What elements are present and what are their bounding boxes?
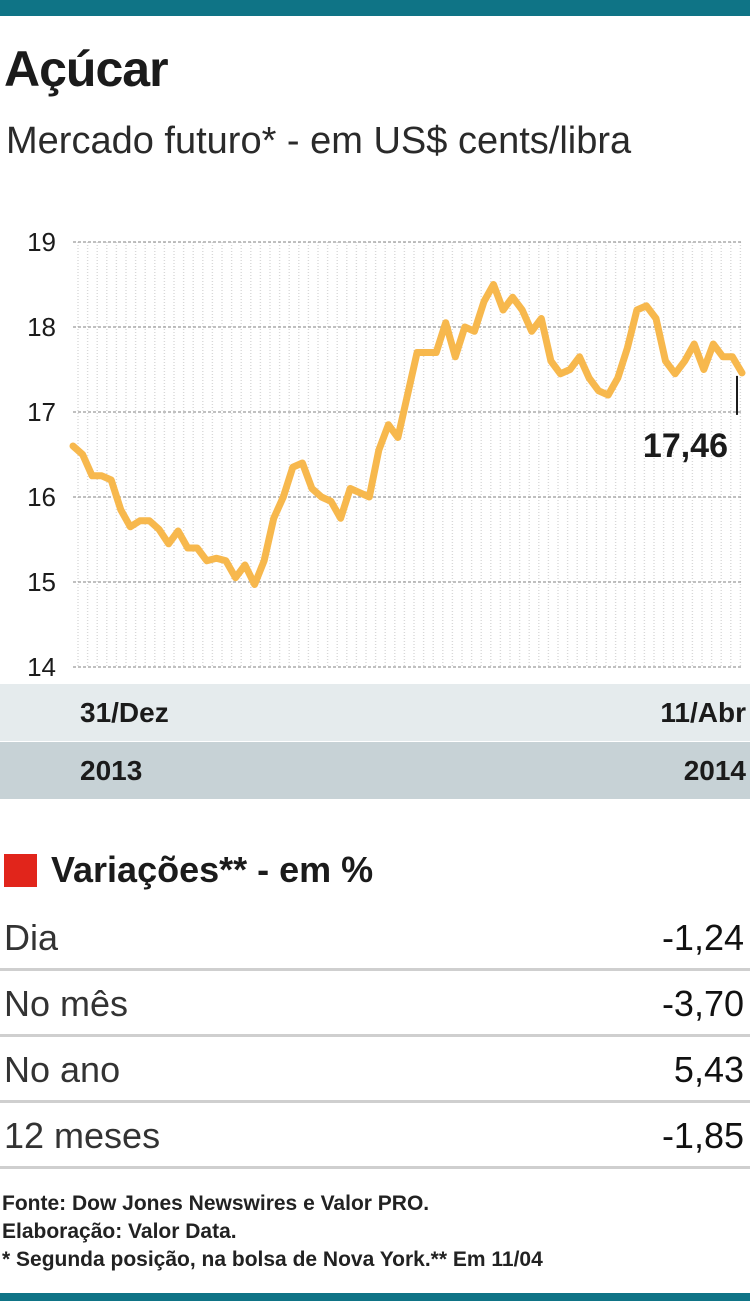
y-tick-label: 18	[27, 312, 56, 342]
table-row: Dia -1,24	[0, 905, 750, 971]
variations-heading: Variações** - em %	[4, 848, 373, 892]
row-value: -1,85	[661, 1115, 744, 1156]
year-start-label: 2013	[80, 755, 143, 786]
table-row: 12 meses -1,85	[0, 1103, 750, 1169]
footnote: * Segunda posição, na bolsa de Nova York…	[2, 1248, 543, 1271]
row-label: No mês	[4, 983, 129, 1024]
row-value: -1,24	[661, 917, 744, 958]
price-series-line	[69, 281, 746, 588]
y-tick-label: 17	[27, 397, 56, 427]
source-note: Fonte: Dow Jones Newswires e Valor PRO.	[2, 1192, 430, 1215]
y-tick-label: 19	[27, 227, 56, 257]
table-row: No mês -3,70	[0, 971, 750, 1037]
year-end-label: 2014	[683, 755, 746, 786]
variations-title: Variações** - em %	[51, 849, 374, 890]
row-label: No ano	[4, 1049, 121, 1090]
date-band: 31/Dez 11/Abr	[0, 684, 750, 741]
row-label: Dia	[4, 917, 59, 958]
row-value: -3,70	[661, 983, 744, 1024]
x-start-label: 31/Dez	[80, 697, 169, 728]
y-tick-label: 14	[27, 652, 56, 682]
footer-notes: Fonte: Dow Jones Newswires e Valor PRO. …	[2, 1190, 543, 1274]
bottom-accent-bar	[0, 1293, 750, 1301]
table-row: No ano 5,43	[0, 1037, 750, 1103]
y-tick-label: 15	[27, 567, 56, 597]
last-value-label: 17,46	[643, 427, 728, 465]
year-band: 2013 2014	[0, 742, 750, 799]
sugar-price-line-chart: 14 15 16 17 18 19 17,46	[27, 227, 746, 682]
variations-table: Dia -1,24 No mês -3,70 No ano 5,43 12 me…	[0, 905, 750, 1169]
elaboration-note: Elaboração: Valor Data.	[2, 1220, 237, 1243]
row-label: 12 meses	[4, 1115, 161, 1156]
row-value: 5,43	[673, 1049, 744, 1090]
x-end-label: 11/Abr	[660, 697, 746, 728]
y-tick-label: 16	[27, 482, 56, 512]
chart-title: Açúcar	[4, 41, 169, 97]
top-accent-bar	[0, 0, 750, 16]
chart-subtitle: Mercado futuro* - em US$ cents/libra	[6, 120, 632, 162]
red-square-icon	[4, 853, 37, 887]
